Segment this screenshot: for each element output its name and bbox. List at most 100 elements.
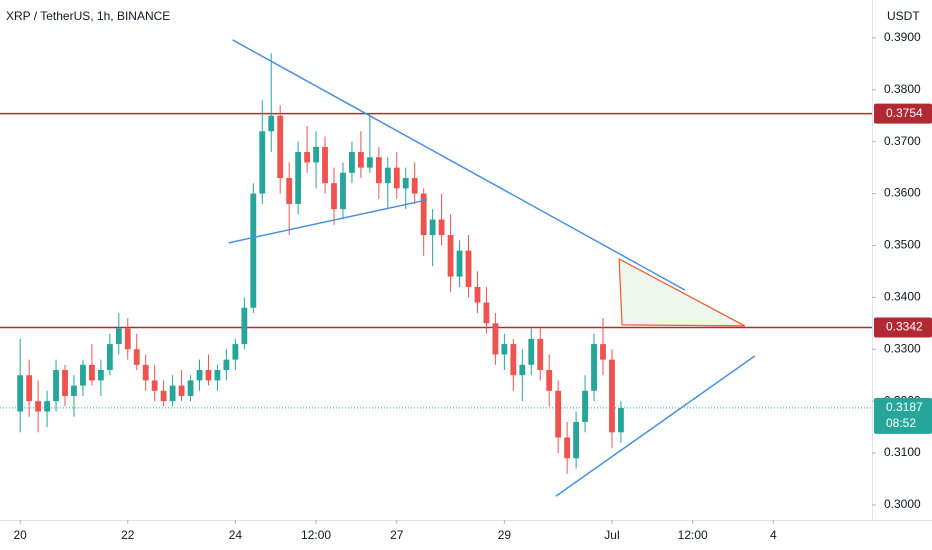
candle-body [492,323,499,355]
x-tick-label: 12:00 [301,528,331,542]
candle-body [429,219,436,236]
candle-body [178,385,185,396]
candle-body [384,167,391,184]
y-tick-label: 0.3800 [884,82,921,96]
candle-body [366,157,373,168]
candle-body [510,344,517,376]
candle-body [259,131,266,194]
candle-body [124,328,131,350]
candle-body [71,385,77,396]
y-tick-label: 0.3400 [884,290,921,304]
level-price-label-bg [874,317,932,338]
y-tick-label: 0.3600 [884,186,921,200]
candle-body [411,178,418,194]
candle-body [546,370,553,391]
candle-body [322,146,328,184]
candle-body [474,286,481,303]
last-price-label-bg [874,397,932,434]
candle-body [232,344,239,360]
candle-body [618,407,624,433]
candle-body [196,370,203,381]
candle-body [250,193,257,308]
candle-body [80,364,86,386]
candle-body [340,172,346,210]
x-tick-label: 12:00 [678,528,708,542]
candle-body [205,370,212,381]
y-tick-label: 0.3000 [884,497,921,511]
candle-body [438,219,445,236]
triangle-drawing [618,257,746,327]
candle-body [402,178,409,189]
y-tick-label: 0.3300 [884,341,921,355]
candle-body [151,380,158,391]
candle-body [465,250,472,287]
candle-body [528,338,535,365]
last-price-label: 0.3187 [886,400,923,414]
candle-body [286,178,293,204]
trend-line [232,39,686,291]
candle-body [519,364,526,376]
candle-body [501,344,508,355]
candle-body [456,250,463,277]
candle-body [537,338,544,371]
candle-body [133,349,140,365]
level-price-label-bg [874,103,932,124]
candle-body [35,401,42,412]
candle-body [600,344,606,360]
candle-body [44,401,50,412]
candle-body [295,152,302,204]
candle-body [591,344,597,391]
candle-body [53,370,59,402]
candle-body [349,152,355,173]
candle-body [313,146,319,163]
x-tick-label: 27 [390,528,404,542]
candle-body [17,375,24,412]
y-tick-label: 0.3100 [884,445,921,459]
candle-body [420,193,427,236]
candle-body [160,390,167,402]
y-tick-label: 0.3500 [884,238,921,252]
x-tick-label: Jul [604,528,619,542]
candle-body [393,167,400,189]
x-tick-label: 22 [121,528,135,542]
y-tick-label: 0.3900 [884,30,921,44]
candle-body [375,157,382,184]
candle-body [357,152,364,168]
candle-timer: 08:52 [886,416,916,430]
level-price-label: 0.3342 [886,320,923,334]
trend-line [555,355,756,497]
x-tick-label: 24 [229,528,243,542]
candle-body [223,359,230,371]
y-tick-label: 0.3700 [884,134,921,148]
candle-body [62,370,68,396]
candle-body [564,437,571,459]
candle-body [609,359,615,433]
trend-line [228,199,428,244]
candle-body [115,328,122,345]
x-tick-label: 29 [498,528,512,542]
candle-body [169,385,176,402]
x-tick-label: 4 [770,528,777,542]
candle-body [97,370,104,381]
candle-body [26,375,33,402]
candle-body [573,421,580,459]
candle-body [106,344,113,371]
candle-body [447,235,454,277]
candle-body [555,390,562,438]
candle-body [304,152,311,163]
candle-body [483,302,490,324]
candle-body [187,380,194,396]
level-price-label: 0.3754 [886,106,923,120]
candle-body [214,370,221,381]
candle-body [241,307,248,345]
candle-body [277,115,284,179]
x-tick-label: 20 [13,528,27,542]
candle-body [268,115,275,132]
candle-body [331,183,337,210]
currency-label: USDT [887,9,920,23]
candle-body [88,364,95,381]
chart-title: XRP / TetherUS, 1h, BINANCE [6,9,170,23]
candle-body [142,364,149,381]
candle-body [582,390,588,422]
